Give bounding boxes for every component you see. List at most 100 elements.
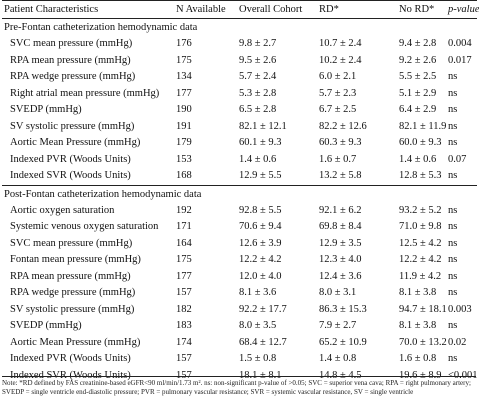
cell-overall-cohort: 6.5 ± 2.8 bbox=[239, 104, 277, 115]
cell-no-rd: 93.2 ± 5.2 bbox=[399, 204, 442, 216]
cell-overall-cohort: 12.9 ± 5.5 bbox=[239, 170, 282, 181]
cell-overall-cohort: 1.5 ± 0.8 bbox=[239, 353, 277, 364]
cell-no-rd: 9.4 ± 2.8 bbox=[399, 38, 437, 49]
cell-p-value: ns bbox=[448, 170, 458, 181]
cell-no-rd: 8.1 ± 3.8 bbox=[399, 320, 437, 331]
cell-characteristic: RPA mean pressure (mmHg) bbox=[10, 54, 131, 66]
table-row: Indexed PVR (Woods Units) 153 1.4 ± 0.6 1.6… bbox=[2, 152, 477, 169]
cell-rd: 7.9 ± 2.7 bbox=[319, 320, 357, 331]
header-overall-cohort: Overall Cohort bbox=[239, 4, 303, 15]
cell-overall-cohort: 9.8 ± 2.7 bbox=[239, 38, 277, 49]
table-row: Indexed SVR (Woods Units) 157 18.1 ± 8.1 14… bbox=[2, 368, 478, 385]
cell-overall-cohort: 68.4 ± 12.7 bbox=[239, 336, 287, 348]
cell-overall-cohort: 92.8 ± 5.5 bbox=[239, 204, 282, 216]
cell-no-rd: 1.6 ± 0.8 bbox=[399, 353, 437, 364]
cell-n-available: 177 bbox=[176, 270, 192, 282]
cell-overall-cohort: 92.2 ± 17.7 bbox=[239, 303, 287, 315]
table-row: Aortic oxygen saturation 192 92.8 ± 5.5 92.… bbox=[2, 203, 477, 220]
cell-overall-cohort: 60.1 ± 9.3 bbox=[239, 137, 282, 148]
cell-rd: 5.7 ± 2.3 bbox=[319, 87, 357, 99]
table-row: RPA mean pressure (mmHg) 175 9.5 ± 2.6 10.2… bbox=[2, 53, 477, 70]
cell-characteristic: RPA wedge pressure (mmHg) bbox=[10, 71, 136, 82]
cell-no-rd: 60.0 ± 9.3 bbox=[399, 137, 442, 148]
cell-n-available: 182 bbox=[176, 303, 192, 315]
cell-p-value: ns bbox=[448, 287, 458, 298]
cell-no-rd: 19.6 ± 8.9 bbox=[399, 369, 442, 381]
section-title-pre-fontan: Pre-Fontan catheterization hemodynamic d… bbox=[2, 19, 477, 36]
cell-overall-cohort: 1.4 ± 0.6 bbox=[239, 153, 277, 165]
header-patient-characteristics: Patient Characteristics bbox=[4, 4, 99, 15]
cell-characteristic: RPA mean pressure (mmHg) bbox=[10, 270, 131, 282]
cell-overall-cohort: 18.1 ± 8.1 bbox=[239, 369, 282, 381]
cell-characteristic: Fontan mean pressure (mmHg) bbox=[10, 254, 141, 265]
cell-overall-cohort: 12.0 ± 4.0 bbox=[239, 270, 282, 282]
cell-p-value: ns bbox=[448, 104, 458, 115]
cell-n-available: 176 bbox=[176, 38, 192, 49]
cell-p-value: ns bbox=[448, 71, 458, 82]
cell-overall-cohort: 12.2 ± 4.2 bbox=[239, 254, 282, 265]
cell-rd: 8.0 ± 3.1 bbox=[319, 287, 357, 298]
header-p-value: p-value bbox=[448, 4, 479, 15]
cell-rd: 12.4 ± 3.6 bbox=[319, 270, 362, 282]
cell-characteristic: Aortic Mean Pressure (mmHg) bbox=[10, 137, 141, 148]
hemodynamic-table: Patient Characteristics N Available Over… bbox=[2, 0, 479, 385]
cell-no-rd: 8.1 ± 3.8 bbox=[399, 287, 437, 298]
cell-n-available: 175 bbox=[176, 254, 192, 265]
cell-rd: 1.6 ± 0.7 bbox=[319, 153, 357, 165]
cell-characteristic: Right atrial mean pressure (mmHg) bbox=[10, 87, 160, 99]
cell-p-value: ns bbox=[448, 237, 458, 249]
cell-no-rd: 5.5 ± 2.5 bbox=[399, 71, 437, 82]
cell-p-value: 0.004 bbox=[448, 38, 472, 49]
cell-overall-cohort: 82.1 ± 12.1 bbox=[239, 120, 287, 132]
table-row: Systemic venous oxygen saturation 171 70.6… bbox=[2, 219, 477, 236]
cell-p-value: 0.07 bbox=[448, 153, 467, 165]
cell-characteristic: Systemic venous oxygen saturation bbox=[10, 221, 159, 232]
cell-characteristic: Aortic Mean Pressure (mmHg) bbox=[10, 336, 141, 348]
table-row: SVEDP (mmHg) 190 6.5 ± 2.8 6.7 ± 2.5 6.4 ± 2… bbox=[2, 102, 477, 119]
header-rd: RD* bbox=[319, 4, 339, 15]
cell-p-value: 0.003 bbox=[448, 303, 472, 315]
table-note: Note: *RD defined by FAS creatinine-base… bbox=[2, 376, 476, 397]
cell-p-value: 0.02 bbox=[448, 336, 467, 348]
cell-no-rd: 1.4 ± 0.6 bbox=[399, 153, 437, 165]
cell-n-available: 192 bbox=[176, 204, 192, 216]
cell-p-value: ns bbox=[448, 254, 458, 265]
cell-n-available: 177 bbox=[176, 87, 192, 99]
cell-characteristic: SV systolic pressure (mmHg) bbox=[10, 120, 135, 132]
cell-characteristic: SVEDP (mmHg) bbox=[10, 320, 82, 331]
cell-no-rd: 82.1 ± 11.9 bbox=[399, 120, 447, 132]
cell-n-available: 168 bbox=[176, 170, 192, 181]
table-row: Indexed PVR (Woods Units) 157 1.5 ± 0.8 1.4… bbox=[2, 351, 477, 368]
cell-rd: 60.3 ± 9.3 bbox=[319, 137, 362, 148]
cell-p-value: ns bbox=[448, 87, 458, 99]
cell-characteristic: Aortic oxygen saturation bbox=[10, 204, 115, 216]
cell-overall-cohort: 8.0 ± 3.5 bbox=[239, 320, 277, 331]
cell-rd: 1.4 ± 0.8 bbox=[319, 353, 357, 364]
cell-n-available: 175 bbox=[176, 54, 192, 66]
cell-characteristic: SVC mean pressure (mmHg) bbox=[10, 38, 133, 49]
cell-no-rd: 94.7 ± 18.1 bbox=[399, 303, 447, 315]
cell-no-rd: 70.0 ± 13.2 bbox=[399, 336, 447, 348]
cell-n-available: 174 bbox=[176, 336, 192, 348]
cell-no-rd: 5.1 ± 2.9 bbox=[399, 87, 437, 99]
cell-p-value: ns bbox=[448, 320, 458, 331]
cell-rd: 13.2 ± 5.8 bbox=[319, 170, 362, 181]
cell-rd: 12.3 ± 4.0 bbox=[319, 254, 362, 265]
cell-overall-cohort: 12.6 ± 3.9 bbox=[239, 237, 282, 249]
table-row: SVC mean pressure (mmHg) 176 9.8 ± 2.7 10.7… bbox=[2, 36, 477, 53]
cell-overall-cohort: 70.6 ± 9.4 bbox=[239, 221, 282, 232]
table-header-row: Patient Characteristics N Available Over… bbox=[2, 0, 479, 19]
cell-p-value: ns bbox=[448, 204, 458, 216]
table-row: Aortic Mean Pressure (mmHg) 179 60.1 ± 9.3… bbox=[2, 135, 477, 152]
cell-n-available: 157 bbox=[176, 287, 192, 298]
cell-n-available: 153 bbox=[176, 153, 192, 165]
cell-rd: 6.7 ± 2.5 bbox=[319, 104, 357, 115]
table-row: SV systolic pressure (mmHg) 182 92.2 ± 17.… bbox=[2, 302, 477, 319]
cell-characteristic: SVC mean pressure (mmHg) bbox=[10, 237, 133, 249]
cell-overall-cohort: 5.3 ± 2.8 bbox=[239, 87, 277, 99]
post-fontan-rows: Aortic oxygen saturation 192 92.8 ± 5.5 92.… bbox=[2, 203, 478, 385]
cell-rd: 92.1 ± 6.2 bbox=[319, 204, 362, 216]
cell-characteristic: SVEDP (mmHg) bbox=[10, 104, 82, 115]
cell-n-available: 191 bbox=[176, 120, 192, 132]
cell-p-value: ns bbox=[448, 270, 458, 282]
